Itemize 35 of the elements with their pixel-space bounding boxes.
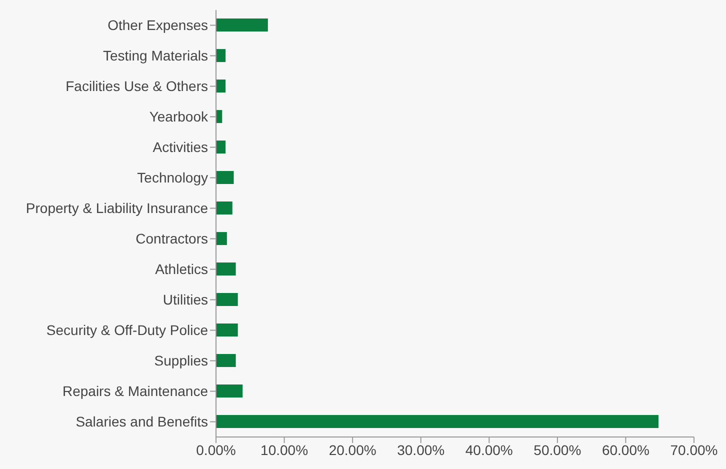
y-tick-label: Salaries and Benefits — [76, 414, 208, 430]
bar — [216, 232, 227, 246]
x-tick-label: 10.00% — [260, 442, 308, 458]
y-tick-label: Technology — [137, 170, 208, 186]
y-tick-label: Repairs & Maintenance — [62, 383, 208, 400]
x-tick-label: 60.00% — [602, 442, 650, 458]
bar — [216, 324, 238, 337]
x-tick-label: 50.00% — [534, 442, 582, 458]
y-tick-label: Athletics — [155, 261, 208, 278]
y-tick-label: Property & Liability Insurance — [26, 200, 208, 216]
y-tick-label: Contractors — [136, 230, 208, 247]
bar — [216, 202, 232, 215]
bar — [216, 49, 226, 62]
y-tick-label: Facilities Use & Others — [66, 78, 208, 94]
bar — [216, 354, 236, 368]
bar — [216, 18, 268, 32]
y-tick-label: Utilities — [162, 292, 208, 308]
x-tick-label: 30.00% — [397, 442, 445, 458]
y-tick-label: Supplies — [154, 352, 208, 369]
y-tick-label: Testing Materials — [102, 48, 208, 64]
bar — [216, 384, 243, 398]
y-tick-label: Yearbook — [149, 108, 209, 125]
x-tick-label: 0.00% — [196, 442, 236, 458]
y-tick-label: Other Expenses — [108, 17, 208, 34]
x-tick-label: 40.00% — [465, 442, 513, 458]
x-tick-label: 70.00% — [670, 442, 718, 458]
bar — [216, 171, 234, 184]
y-tick-label: Activities — [152, 139, 208, 156]
bar — [216, 262, 236, 276]
y-tick-label: Security & Off-Duty Police — [46, 322, 208, 338]
x-tick-label: 20.00% — [328, 442, 376, 458]
bar — [216, 140, 226, 154]
bar — [216, 80, 226, 93]
bar — [216, 293, 238, 306]
bar — [216, 415, 658, 428]
